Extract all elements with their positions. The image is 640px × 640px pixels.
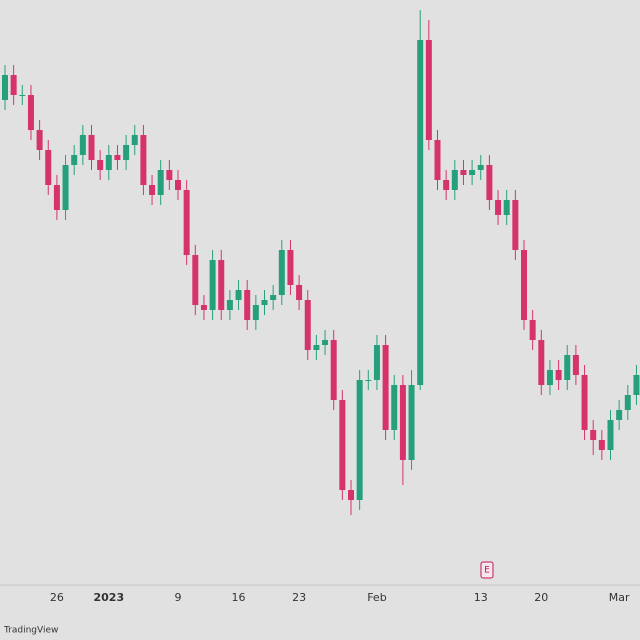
candle-body (200, 305, 207, 310)
candle-body (296, 285, 303, 300)
candle-body (460, 170, 467, 175)
candle-body (538, 340, 545, 385)
candle-body (149, 185, 156, 195)
candle-body (235, 290, 242, 300)
candle-body (45, 150, 52, 185)
candle-body (616, 410, 623, 420)
candle-body (469, 170, 476, 175)
candle-body (19, 95, 26, 96)
candle-body (330, 340, 337, 400)
x-tick-label: 9 (175, 591, 182, 604)
candle-body (53, 185, 60, 210)
candle-body (304, 300, 311, 350)
x-tick-label: 20 (534, 591, 548, 604)
candle-body (88, 135, 95, 160)
candle-body (140, 135, 147, 185)
candle-body (425, 40, 432, 140)
candle-body (546, 370, 553, 385)
candle-body (598, 440, 605, 450)
candle-body (477, 165, 484, 170)
x-tick-label: Mar (609, 591, 630, 604)
candle-body (529, 320, 536, 340)
candle-body (192, 255, 199, 305)
candle-body (607, 420, 614, 450)
candle-body (382, 345, 389, 430)
candle-body (10, 75, 17, 95)
candle-body (166, 170, 173, 180)
candle-body (339, 400, 346, 490)
candle-body (590, 430, 597, 440)
candle-body (62, 165, 69, 210)
candle-body (114, 155, 121, 160)
candle-body (131, 135, 138, 145)
candle-body (27, 95, 34, 130)
candle-body (175, 180, 181, 190)
candle-body (313, 345, 320, 350)
candle-body (391, 385, 398, 430)
event-label: E (484, 566, 490, 576)
candle-body (270, 295, 277, 300)
candle-body (572, 355, 579, 375)
candle-body (564, 355, 571, 380)
x-tick-label: 2023 (93, 591, 124, 604)
candle-body (226, 300, 233, 310)
candle-body (443, 180, 450, 190)
candle-body (2, 75, 8, 100)
candle-body (486, 165, 493, 200)
candle-body (287, 250, 294, 285)
candle-body (434, 140, 441, 180)
candle-body (157, 170, 164, 195)
candle-body (97, 160, 104, 170)
x-tick-label: 26 (50, 591, 64, 604)
candle-body (322, 340, 329, 345)
x-tick-label: 13 (474, 591, 488, 604)
x-tick-label: 16 (232, 591, 246, 604)
candle-body (348, 490, 354, 500)
candle-body (512, 200, 519, 250)
candle-body (244, 290, 251, 320)
footer: TradingView (3, 626, 58, 636)
candle-body (581, 375, 588, 430)
candle-body (555, 370, 562, 380)
candle-body (71, 155, 78, 165)
x-tick-label: Feb (367, 591, 386, 604)
candle-body (356, 380, 363, 500)
x-tick-label: 23 (292, 591, 306, 604)
candle-body (123, 145, 130, 160)
candle-body (36, 130, 43, 150)
candle-body (373, 345, 380, 380)
event-marker[interactable] (480, 561, 494, 579)
candle-body (408, 385, 415, 460)
candle-body (365, 380, 372, 381)
candle-body (624, 395, 631, 410)
candle-body (521, 250, 527, 320)
candle-body (183, 190, 190, 255)
candle-body (278, 250, 285, 295)
candle-body (451, 170, 458, 190)
candle-body (399, 385, 406, 460)
candle-body (495, 200, 502, 215)
candle-body (417, 40, 424, 385)
candle-body (105, 155, 112, 170)
candle-body (218, 260, 225, 310)
candle-body (252, 305, 259, 320)
candle-body (503, 200, 510, 215)
candle-body (79, 135, 86, 155)
candle-body (633, 375, 640, 395)
candle-body (261, 300, 268, 305)
candle-body (209, 260, 216, 310)
